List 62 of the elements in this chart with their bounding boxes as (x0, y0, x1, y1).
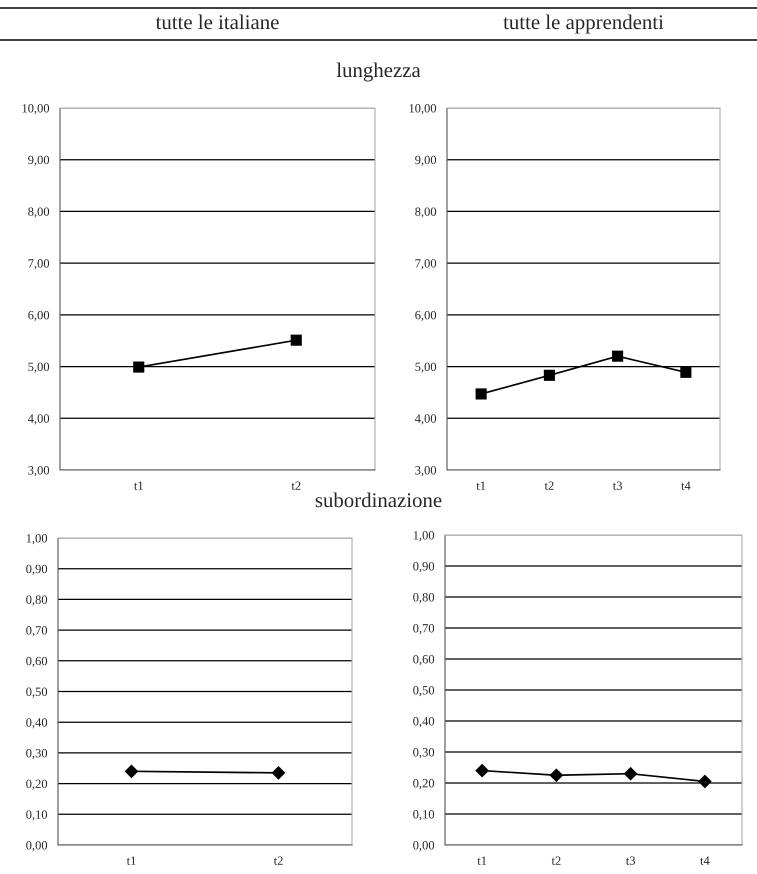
y-tick-label: 0,90 (26, 564, 48, 575)
x-tick-label: t4 (700, 856, 710, 865)
y-tick-label: 3,00 (415, 466, 436, 476)
y-tick-label: 10,00 (410, 104, 436, 114)
y-tick-label: 0,00 (26, 841, 48, 852)
x-tick-label: t2 (552, 856, 561, 865)
point (476, 764, 489, 778)
x-tick-label: t4 (681, 482, 691, 490)
x-tick-label: t1 (134, 482, 143, 490)
point (624, 767, 638, 780)
y-tick-label: 10,00 (22, 104, 50, 114)
y-tick-label: 5,00 (28, 362, 50, 373)
x-tick-label: t1 (476, 482, 486, 490)
y-tick-label: 0,60 (26, 656, 48, 668)
point (544, 370, 555, 381)
y-tick-label: 0,00 (413, 841, 434, 852)
chart-title: tutte le italiane (156, 14, 279, 30)
y-tick-label: 0,20 (413, 779, 434, 790)
x-tick-label: t3 (626, 856, 635, 865)
y-tick-label: 0,40 (413, 717, 434, 728)
y-tick-label: 6,00 (28, 310, 50, 322)
point (680, 366, 692, 378)
y-tick-label: 0,80 (26, 595, 48, 606)
y-tick-label: 0,70 (26, 626, 48, 636)
y-tick-label: 1,00 (414, 531, 434, 542)
point (550, 768, 563, 782)
x-tick-label: t1 (477, 856, 486, 865)
x-tick-label: t1 (126, 856, 136, 865)
y-tick-label: 0,50 (413, 686, 434, 696)
y-tick-label: 8,00 (415, 207, 436, 218)
y-tick-label: 0,90 (413, 562, 434, 572)
y-tick-label: 5,00 (415, 362, 436, 373)
text: lunghezza (336, 62, 420, 82)
y-tick-label: 0,20 (26, 780, 48, 790)
y-tick-label: 7,00 (28, 259, 50, 270)
point (612, 350, 624, 362)
x-tick-label: t2 (544, 482, 554, 490)
y-tick-label: 0,10 (26, 810, 48, 821)
y-tick-label: 9,00 (28, 156, 50, 166)
y-tick-label: 9,00 (415, 156, 436, 166)
y-tick-label: 0,10 (413, 810, 434, 820)
x-tick-label: t2 (292, 482, 300, 490)
y-tick-label: 0,40 (26, 718, 48, 728)
point (698, 774, 712, 788)
x-tick-label: t2 (274, 856, 283, 865)
y-tick-label: 8,00 (28, 207, 50, 218)
y-tick-label: 0,80 (413, 593, 434, 604)
y-tick-label: 0,30 (26, 748, 48, 760)
y-tick-label: 1,00 (26, 534, 48, 544)
x-tick-label: t3 (612, 482, 622, 490)
y-tick-label: 3,00 (28, 466, 50, 476)
y-tick-label: 0,70 (413, 624, 434, 634)
point (476, 388, 487, 400)
text: subordinazione (316, 492, 442, 508)
y-tick-label: 4,00 (414, 414, 436, 425)
y-tick-label: 7,00 (416, 259, 436, 270)
y-tick-label: 4,00 (28, 414, 50, 425)
y-tick-label: 0,30 (413, 748, 434, 758)
y-tick-label: 0,50 (26, 688, 48, 698)
y-tick-label: 6,00 (415, 310, 436, 322)
y-tick-label: 0,60 (413, 655, 434, 666)
chart-title: tutte le apprendenti (503, 14, 664, 34)
